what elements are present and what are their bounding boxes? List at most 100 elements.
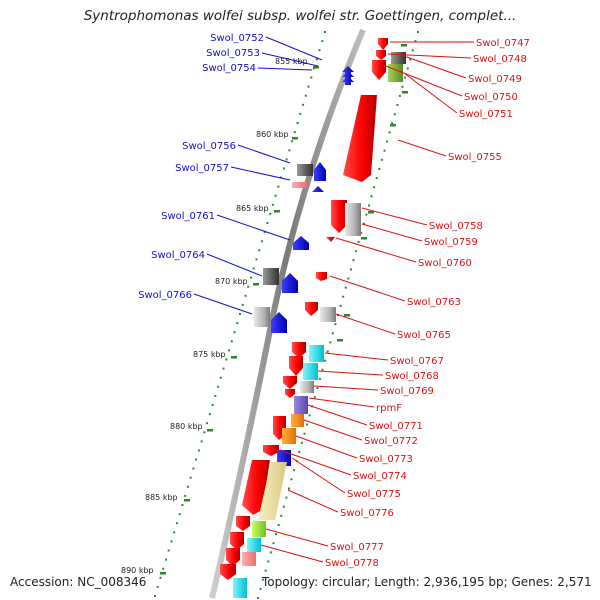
scale-label-885: 885 kbp (145, 493, 178, 502)
feature-swol-0763[interactable] (316, 272, 327, 281)
gene-label-swol-0759[interactable]: Swol_0759 (424, 237, 478, 248)
feature-swol-0747[interactable] (378, 38, 388, 50)
feature-swol-0768-red[interactable] (289, 356, 303, 376)
feature-tick (402, 91, 408, 94)
feature-tick (337, 339, 343, 342)
gene-label-swol-0748[interactable]: Swol_0748 (473, 54, 527, 65)
outer-ring-dot (255, 258, 258, 261)
gene-label-swol-0775[interactable]: Swol_0775 (347, 489, 401, 500)
gene-label-swol-0761[interactable]: Swol_0761 (161, 211, 215, 222)
scale-tick (207, 429, 213, 432)
gene-label-swol-0749[interactable]: Swol_0749 (468, 74, 522, 85)
outer-ring-dot (214, 394, 217, 397)
gene-label-swol-0774[interactable]: Swol_0774 (353, 471, 407, 482)
gene-label-swol-0764[interactable]: Swol_0764 (151, 250, 205, 261)
feature-swol-0764[interactable] (282, 273, 298, 293)
feature-swol-0748[interactable] (376, 50, 386, 60)
feature-swol-0774-red[interactable] (263, 445, 279, 456)
feature-swol-0765[interactable] (320, 307, 336, 322)
gene-label-rpmf[interactable]: rpmF (376, 403, 402, 414)
outer-ring-dot (178, 513, 181, 516)
inner-ring-dot (298, 450, 301, 453)
feature-swol-0758[interactable] (331, 200, 347, 233)
feature-extra-pink[interactable] (242, 552, 256, 566)
feature-swol-0756[interactable] (314, 162, 326, 181)
gene-label-swol-0754[interactable]: Swol_0754 (202, 63, 256, 74)
inner-ring-dot (380, 158, 383, 161)
gene-label-swol-0778[interactable]: Swol_0778 (325, 558, 379, 569)
gene-label-swol-0771[interactable]: Swol_0771 (369, 421, 423, 432)
feature-swol-0753[interactable] (342, 71, 354, 80)
scale-dots (154, 31, 419, 599)
inner-ring-dot (285, 496, 288, 499)
feature-swol-0777-red[interactable] (236, 516, 250, 531)
feature-swol-0769[interactable] (300, 381, 314, 393)
inner-ring-dot (329, 341, 332, 344)
gene-label-swol-0747[interactable]: Swol_0747 (476, 38, 530, 49)
feature-swol-0757[interactable] (312, 186, 324, 192)
feature-swol-0751[interactable] (388, 64, 403, 82)
gene-label-swol-0755[interactable]: Swol_0755 (448, 152, 502, 163)
leader-line (317, 370, 384, 376)
feature-swol-0765-red[interactable] (305, 302, 318, 316)
feature-swol-0760[interactable] (326, 237, 335, 242)
inner-ring-dot (406, 67, 409, 70)
feature-swol-0767-red[interactable] (292, 342, 306, 358)
gene-label-swol-0752[interactable]: Swol_0752 (210, 33, 264, 44)
feature-swol-0771[interactable] (294, 396, 308, 414)
gene-label-swol-0772[interactable]: Swol_0772 (364, 436, 418, 447)
outer-ring-dot (175, 522, 178, 525)
leader-line (260, 544, 324, 563)
gene-label-swol-0750[interactable]: Swol_0750 (464, 92, 518, 103)
feature-swol-0766[interactable] (271, 312, 287, 333)
gene-label-swol-0760[interactable]: Swol_0760 (418, 258, 472, 269)
outer-ring-dot (274, 194, 277, 197)
feature-swol-0756-grey[interactable] (297, 164, 313, 176)
inner-ring-dot (339, 304, 342, 307)
genome-backbone (209, 28, 366, 599)
feature-swol-0768[interactable] (303, 363, 318, 380)
feature-swol-0757-pink[interactable] (292, 182, 307, 188)
feature-extra-red-2[interactable] (220, 564, 236, 580)
gene-label-swol-0776[interactable]: Swol_0776 (340, 508, 394, 519)
feature-swol-0754[interactable] (342, 76, 354, 85)
feature-swol-0755[interactable] (343, 95, 377, 182)
outer-ring-dot (302, 103, 305, 106)
gene-label-swol-0768[interactable]: Swol_0768 (385, 371, 439, 382)
feature-swol-0772[interactable] (291, 414, 304, 427)
inner-ring-dot (352, 259, 355, 262)
feature-extra-red-1[interactable] (226, 548, 240, 566)
gene-label-swol-0767[interactable]: Swol_0767 (390, 356, 444, 367)
feature-swol-0767[interactable] (309, 345, 324, 362)
feature-swol-0778-red[interactable] (230, 532, 244, 550)
gene-label-swol-0773[interactable]: Swol_0773 (359, 454, 413, 465)
outer-ring-dot (318, 49, 321, 52)
feature-swol-0759[interactable] (345, 203, 361, 236)
gene-label-swol-0765[interactable]: Swol_0765 (397, 330, 451, 341)
outer-ring-dot (173, 531, 176, 534)
feature-swol-0764-grey[interactable] (263, 268, 279, 285)
inner-ring-dot (293, 469, 296, 472)
gene-label-swol-0756[interactable]: Swol_0756 (182, 141, 236, 152)
gene-label-swol-0769[interactable]: Swol_0769 (380, 386, 434, 397)
inner-ring-dot (355, 250, 358, 253)
feature-swol-0761[interactable] (293, 236, 309, 250)
right-labels: Swol_0747 Swol_0748 Swol_0749 Swol_0750 … (325, 38, 530, 569)
gene-label-swol-0758[interactable]: Swol_0758 (429, 221, 483, 232)
gene-label-swol-0763[interactable]: Swol_0763 (407, 297, 461, 308)
scale-tick (253, 283, 259, 286)
feature-extra-cyan[interactable] (233, 578, 247, 598)
feature-swol-0750[interactable] (372, 60, 386, 80)
gene-label-swol-0753[interactable]: Swol_0753 (206, 48, 260, 59)
feature-swol-0766-grey[interactable] (254, 307, 270, 327)
gene-label-swol-0766[interactable]: Swol_0766 (138, 290, 192, 301)
feature-swol-0777[interactable] (252, 521, 266, 537)
gene-label-swol-0777[interactable]: Swol_0777 (330, 542, 384, 553)
feature-swol-0769-red[interactable] (283, 376, 297, 389)
feature-rpmf[interactable] (285, 389, 295, 398)
gene-label-swol-0751[interactable]: Swol_0751 (459, 109, 513, 120)
gene-label-swol-0757[interactable]: Swol_0757 (175, 163, 229, 174)
feature-swol-0776[interactable] (258, 462, 287, 520)
feature-swol-0773[interactable] (282, 428, 296, 444)
feature-swol-0778[interactable] (247, 538, 261, 552)
